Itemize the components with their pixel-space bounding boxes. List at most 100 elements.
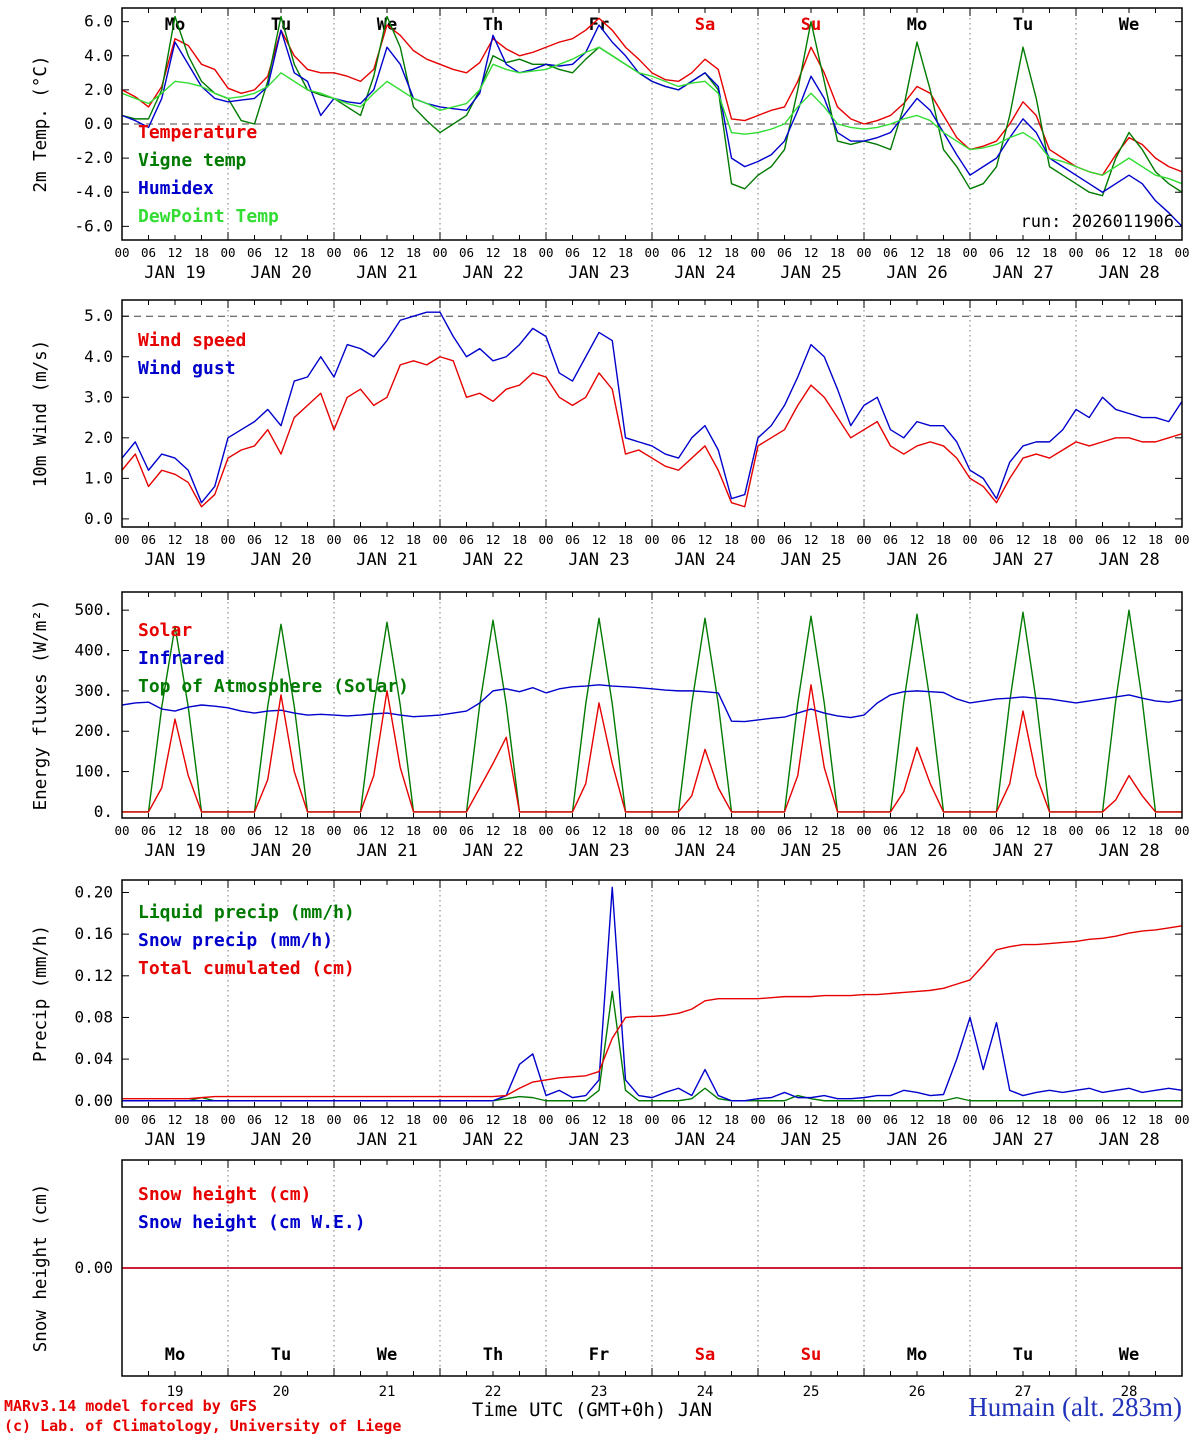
hour-label: 18 [618,245,633,260]
hour-label: 06 [989,532,1004,547]
date-number-label: 26 [909,1384,926,1400]
hour-label: 18 [300,1112,315,1127]
date-label: JAN 19 [144,1130,205,1150]
credit-line-2: (c) Lab. of Climatology, University of L… [4,1417,402,1435]
hour-label: 18 [618,1112,633,1127]
hour-label: 12 [379,532,394,547]
hour-label: 00 [538,1112,553,1127]
hour-label: 00 [326,823,341,838]
legend: Solar Infrared Top of Atmosphere (Solar) [138,620,409,697]
hour-label: 00 [538,532,553,547]
date-label: JAN 23 [568,263,629,283]
legend-vigne-temp: Vigne temp [138,150,247,171]
plot-frame [121,591,1183,819]
x-ticks: 00 06 12 18 00 06 12 18 00 06 12 18 00 06 12 18 00 06 12 18… [114,8,1190,260]
date-label: JAN 25 [780,263,841,283]
date-number-label: 24 [697,1384,714,1400]
y-tick-label: 100. [74,762,113,781]
weekday-label: We [377,1345,397,1365]
x-ticks: 00 06 12 18 00 06 12 18 00 06 12 18 00 06 12 18 00 06 12 18… [114,300,1190,547]
date-label: JAN 28 [1098,1130,1159,1150]
weekday-label: Mo [907,1345,927,1365]
weekday-label: We [1119,15,1139,35]
hour-label: 06 [989,245,1004,260]
panel-10m-wind: 00 06 12 18 00 06 12 18 00 06 12 18 00 06 12 18 00 06 12 18… [31,299,1190,570]
date-label: JAN 20 [250,1130,311,1150]
legend: Liquid precip (mm/h) Snow precip (mm/h) To… [138,902,355,979]
date-label: JAN 19 [144,841,205,861]
hour-label: 00 [856,245,871,260]
hour-label: 06 [883,823,898,838]
hour-label: 18 [1148,1112,1163,1127]
hour-label: 06 [459,823,474,838]
y-tick-label: 0.20 [74,882,113,901]
date-label: JAN 24 [674,550,735,570]
y-tick-label: 0.00 [74,1091,113,1110]
x-ticks: 00 06 12 18 00 06 12 18 00 06 12 18 00 06 12 18 00 06 12 18… [114,880,1190,1127]
date-number-label: 21 [379,1384,396,1400]
series-snow-precip [122,886,1183,1102]
date-label: JAN 22 [462,263,523,283]
hour-label: 06 [565,532,580,547]
hour-label: 00 [962,823,977,838]
y-tick-label: 2.0 [84,80,113,99]
date-label: JAN 20 [250,263,311,283]
date-number-label: 28 [1121,1384,1138,1400]
hour-label: 18 [1042,823,1057,838]
date-number-label: 19 [167,1384,184,1400]
hour-label: 06 [353,1112,368,1127]
hour-label: 12 [485,1112,500,1127]
legend-wind-speed: Wind speed [138,330,246,351]
weekday-label: Su [801,1345,821,1365]
y-ticks: 0.0 1.0 2.0 3.0 4.0 5.0 [84,306,1182,528]
weekday-label: Tu [271,1345,291,1365]
date-label: JAN 26 [886,1130,947,1150]
date-label: JAN 21 [356,263,417,283]
weekday-label: Fr [589,1345,609,1365]
hour-label: 18 [512,1112,527,1127]
y-tick-label: 200. [74,721,113,740]
hour-label: 00 [644,823,659,838]
run-label: run: 2026011906 [1020,212,1174,232]
hour-label: 18 [406,532,421,547]
hour-label: 12 [273,823,288,838]
weekday-label: Tu [1013,1345,1033,1365]
legend-humidex: Humidex [138,178,214,199]
hour-label: 12 [909,245,924,260]
hour-label: 18 [194,245,209,260]
plot-frame [121,1159,1183,1377]
hour-label: 12 [697,532,712,547]
hour-label: 12 [909,823,924,838]
hour-label: 06 [777,823,792,838]
legend-liquid-precip-mm-h-: Liquid precip (mm/h) [138,902,355,923]
hour-label: 06 [141,823,156,838]
date-label: JAN 22 [462,550,523,570]
hour-label: 18 [936,1112,951,1127]
panel-2m-temperature: 00 06 12 18 00 06 12 18 00 06 12 18 00 06 12 18 00 06 12 18… [31,7,1190,283]
plot-frame [121,879,1183,1108]
hour-label: 12 [1015,245,1030,260]
weekday-label: Mo [907,15,927,35]
plot-frame [121,7,1183,241]
hour-label: 18 [936,532,951,547]
panel-snow-height: Mo 19 Tu 20 We 21 Th 22 Fr 23 Sa 24 Su 25 Mo 26 Tu 27 We 28… [31,1159,1183,1400]
hour-label: 00 [1174,245,1189,260]
date-label: JAN 28 [1098,263,1159,283]
hour-label: 00 [114,823,129,838]
hour-label: 12 [803,823,818,838]
hour-label: 18 [936,823,951,838]
hour-label: 00 [326,532,341,547]
y-ticks: 0. 100. 200. 300. 400. 500. [74,600,1182,821]
date-label: JAN 24 [674,841,735,861]
y-axis-label: Energy fluxes (W/m²) [31,600,51,811]
hour-label: 18 [830,245,845,260]
legend-solar: Solar [138,620,192,641]
hour-label: 00 [750,1112,765,1127]
legend-total-cumulated-cm-: Total cumulated (cm) [138,958,355,979]
hour-label: 06 [1095,532,1110,547]
series-dewpoint-temp [121,46,1183,185]
hour-label: 06 [565,245,580,260]
hour-label: 12 [273,532,288,547]
y-axis-label: 2m Temp. (°C) [31,56,51,193]
